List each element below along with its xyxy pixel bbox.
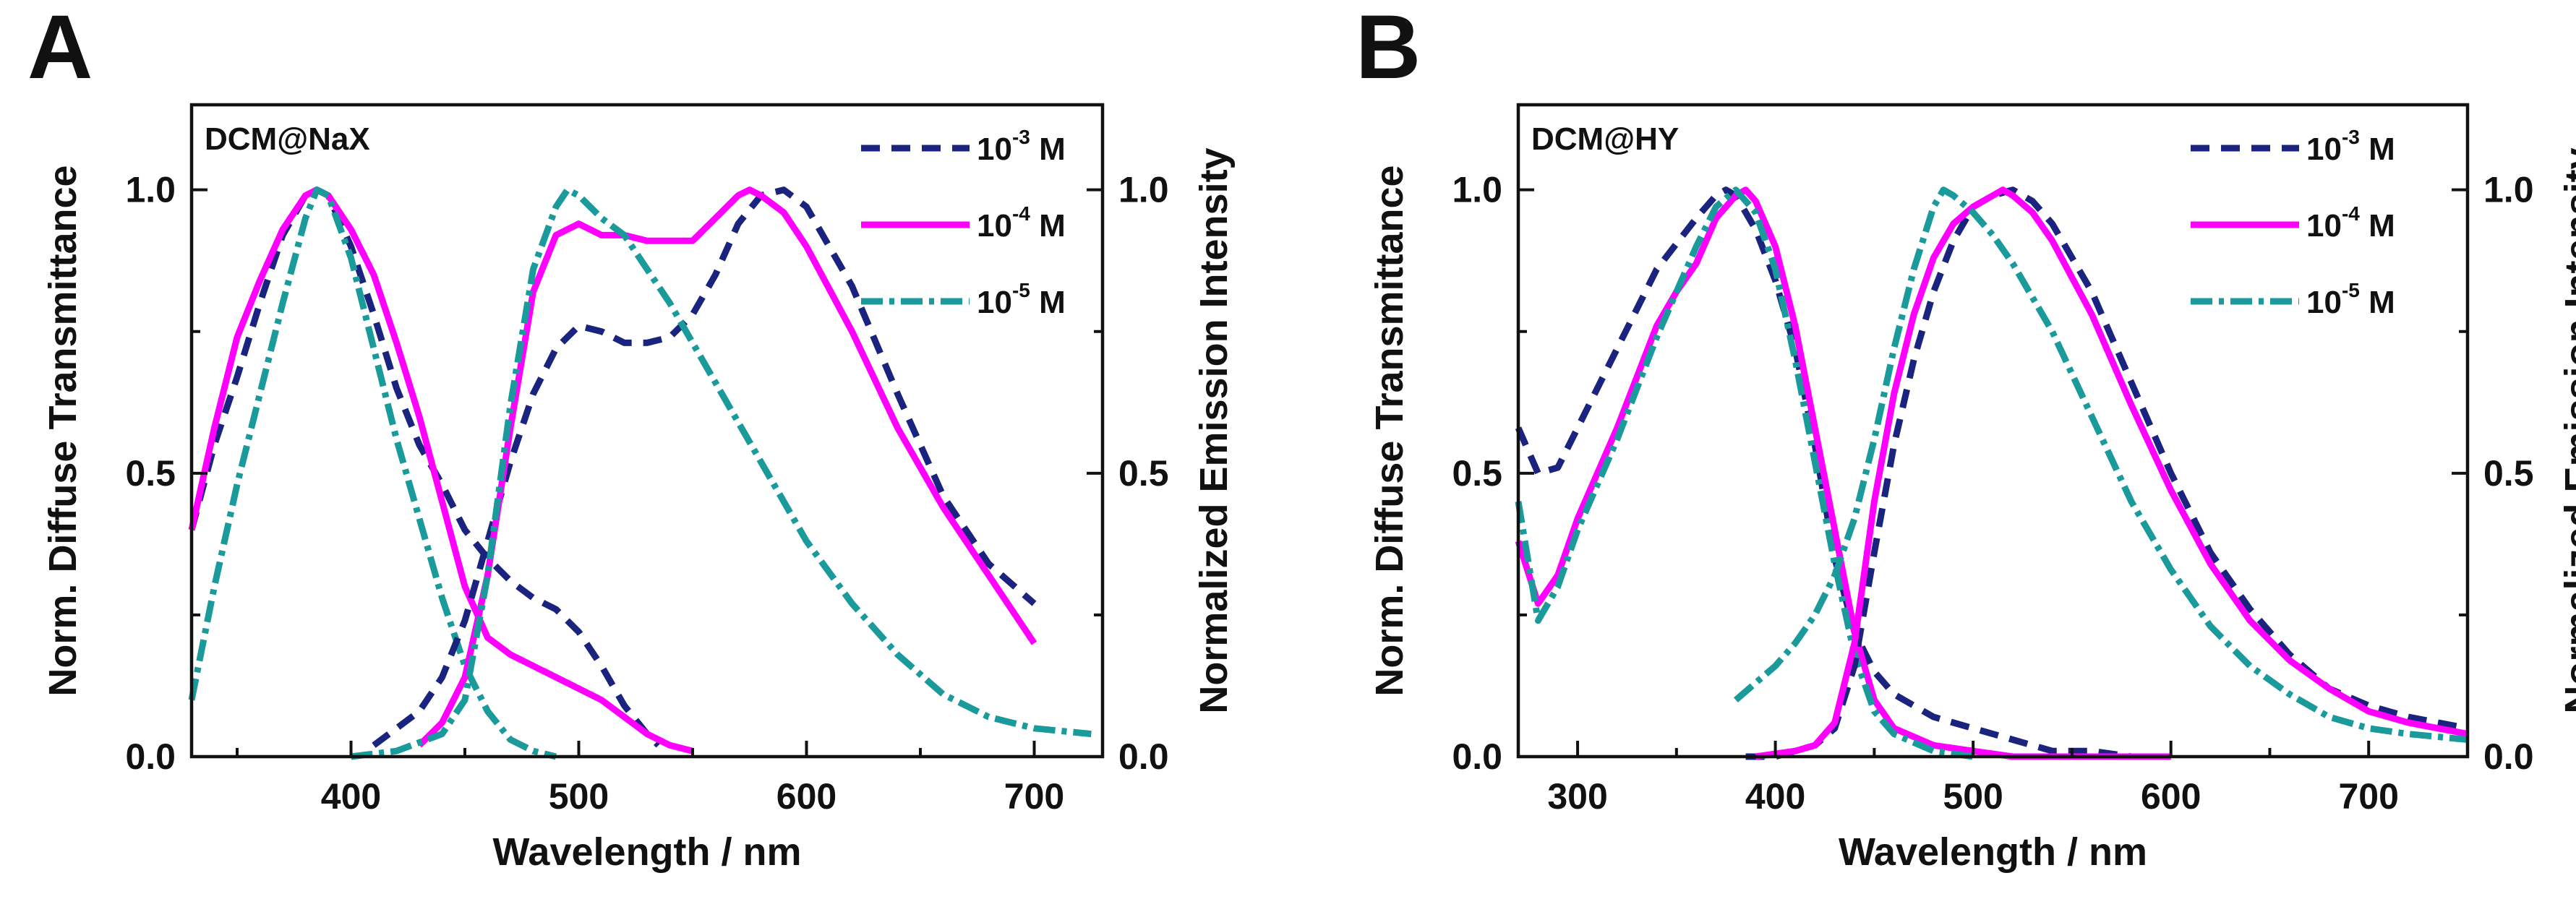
legend-space	[2360, 132, 2369, 167]
x-tick-label: 500	[549, 776, 609, 817]
chart-panel-a: A 400 500 600 700 0.0 0.0 0.5 0.5 1.0 1.0 Wavelengt…	[27, 0, 1236, 874]
y-axis-title-left: Norm. Diffuse Transmittance	[1368, 165, 1411, 696]
chart-panel-b: B 300 400 500 600 700 0.0 0.0 0.5 0.5 1.0 1.0 Wavele…	[1356, 0, 2576, 874]
series-line	[188, 186, 694, 754]
y-tick-label-left: 1.0	[125, 170, 176, 210]
legend-exponent: -5	[1012, 279, 1030, 301]
legend-base: 10	[977, 132, 1012, 167]
series-line	[188, 186, 661, 748]
y-tick-label-right: 0.5	[2483, 453, 2534, 494]
legend-exponent: -4	[2342, 202, 2360, 225]
legend-base: 10	[2306, 208, 2342, 244]
legend-space	[2360, 208, 2369, 244]
y-tick-label-left: 0.0	[1452, 736, 1502, 777]
plot-frame	[1516, 103, 2470, 759]
legend-base: 10	[977, 208, 1012, 244]
series-line	[1755, 186, 2468, 760]
x-tick-label: 300	[1547, 776, 1607, 817]
y-axis-title-right: Normalized Emission Intensity	[2557, 147, 2576, 713]
legend-unit: M	[1039, 132, 1066, 167]
x-tick-label: 700	[1004, 776, 1064, 817]
x-axis-title: Wavelength / nm	[492, 830, 801, 874]
x-tick-label: 500	[1943, 776, 2003, 817]
y-tick-label-right: 0.5	[1118, 453, 1169, 494]
y-tick-label-left: 0.5	[1452, 453, 1502, 494]
legend-space	[1030, 132, 1039, 167]
plot-frame	[189, 103, 1105, 759]
x-tick-label: 600	[776, 776, 836, 817]
legend-label: 10-5 M	[2306, 279, 2395, 320]
y-tick-label-right: 1.0	[1118, 170, 1169, 210]
legend-unit: M	[2369, 208, 2395, 244]
series-line	[188, 186, 557, 760]
y-tick-label-left: 0.0	[125, 736, 176, 777]
legend-exponent: -3	[2342, 126, 2360, 148]
y-tick-label-left: 1.0	[1452, 170, 1502, 210]
x-tick-label: 600	[2141, 776, 2201, 817]
legend-exponent: -4	[1012, 202, 1030, 225]
legend-label: 10-4 M	[977, 202, 1066, 244]
legend-space	[2360, 285, 2369, 320]
y-tick-label-left: 0.5	[125, 453, 176, 494]
y-axis-title-left: Norm. Diffuse Transmittance	[41, 165, 85, 696]
legend-exponent: -5	[2342, 279, 2360, 301]
x-tick-label: 400	[321, 776, 381, 817]
legend-label: 10-5 M	[977, 279, 1066, 320]
legend-unit: M	[1039, 208, 1066, 244]
legend-label: 10-3 M	[2306, 126, 2395, 167]
series-line	[1515, 186, 2171, 760]
panel-letter: A	[27, 0, 93, 98]
legend-exponent: -3	[1012, 126, 1030, 148]
x-tick-label: 700	[2339, 776, 2399, 817]
sample-label: DCM@HY	[1531, 121, 1679, 157]
series-line	[1515, 186, 2171, 760]
legend-space	[1030, 208, 1039, 244]
series-line	[1733, 186, 2468, 743]
legend-space	[1030, 285, 1039, 320]
series-line	[1515, 186, 1974, 760]
y-tick-label-right: 0.0	[1118, 736, 1169, 777]
y-tick-label-right: 0.0	[2483, 736, 2534, 777]
x-axis-title: Wavelength / nm	[1839, 830, 2147, 874]
panel-letter: B	[1356, 0, 1421, 98]
series-line	[372, 186, 1037, 748]
legend-unit: M	[2369, 285, 2395, 320]
y-tick-label-right: 1.0	[2483, 170, 2534, 210]
x-tick-label: 400	[1745, 776, 1805, 817]
legend-base: 10	[2306, 285, 2342, 320]
legend-unit: M	[1039, 285, 1066, 320]
y-axis-title-right: Normalized Emission Intensity	[1192, 147, 1236, 713]
legend-base: 10	[977, 285, 1012, 320]
legend-label: 10-4 M	[2306, 202, 2395, 244]
legend-label: 10-3 M	[977, 126, 1066, 167]
legend-unit: M	[2369, 132, 2395, 167]
sample-label: DCM@NaX	[205, 121, 370, 157]
series-line	[350, 186, 1092, 760]
legend-base: 10	[2306, 132, 2342, 167]
